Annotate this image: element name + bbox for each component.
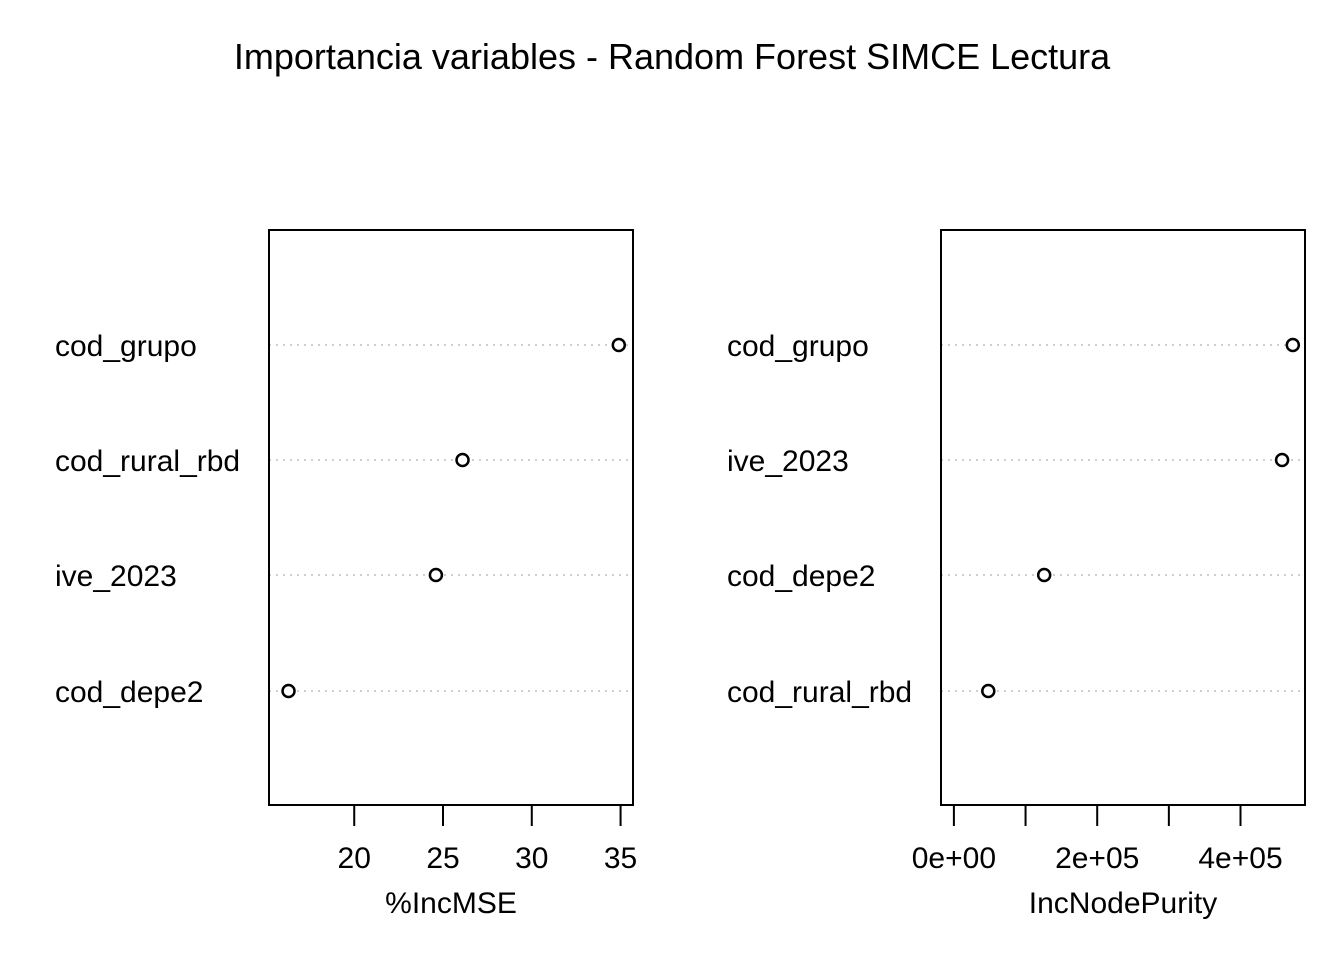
data-point-ive_2023	[1274, 452, 1290, 468]
data-point-cod_grupo	[611, 337, 627, 353]
variable-label-cod_depe2: cod_depe2	[727, 560, 875, 593]
variable-label-cod_rural_rbd: cod_rural_rbd	[55, 445, 240, 478]
x-tick-label: 2e+05	[1055, 842, 1139, 875]
data-point-cod_rural_rbd	[455, 452, 470, 468]
variable-label-cod_grupo: cod_grupo	[727, 330, 869, 363]
plot-frame	[940, 229, 1306, 806]
x-tick-label: 25	[426, 842, 459, 875]
panels-group: cod_grupo cod_rural_rbd ive_2023 cod_depe2 2…	[55, 229, 1306, 920]
variable-label-cod_rural_rbd: cod_rural_rbd	[727, 676, 912, 709]
data-point-ive_2023	[428, 567, 444, 583]
data-point-cod_grupo	[1285, 337, 1301, 353]
data-point-cod_depe2	[281, 683, 296, 699]
data-point-cod_depe2	[1036, 567, 1052, 583]
x-axis-title: IncNodePurity	[1029, 887, 1217, 920]
variable-label-ive_2023: ive_2023	[727, 445, 849, 478]
x-tick-label: 0e+00	[912, 842, 996, 875]
x-tick-label: 35	[604, 842, 637, 875]
x-tick-label: 4e+05	[1198, 842, 1282, 875]
x-tick-label: 20	[338, 842, 371, 875]
variable-label-cod_depe2: cod_depe2	[55, 676, 203, 709]
x-axis-title: %IncMSE	[385, 887, 517, 920]
chart-title: Importancia variables - Random Forest SI…	[234, 36, 1111, 77]
panel-1: cod_grupo cod_rural_rbd ive_2023 cod_depe2 2…	[55, 229, 637, 920]
data-point-cod_rural_rbd	[981, 683, 996, 699]
x-tick-label: 30	[515, 842, 548, 875]
variable-label-ive_2023: ive_2023	[55, 560, 177, 593]
panel-2: cod_grupo ive_2023 cod_depe2 cod_rural_rbd 0…	[727, 229, 1306, 920]
plot-frame	[268, 229, 634, 806]
variable-label-cod_grupo: cod_grupo	[55, 330, 197, 363]
